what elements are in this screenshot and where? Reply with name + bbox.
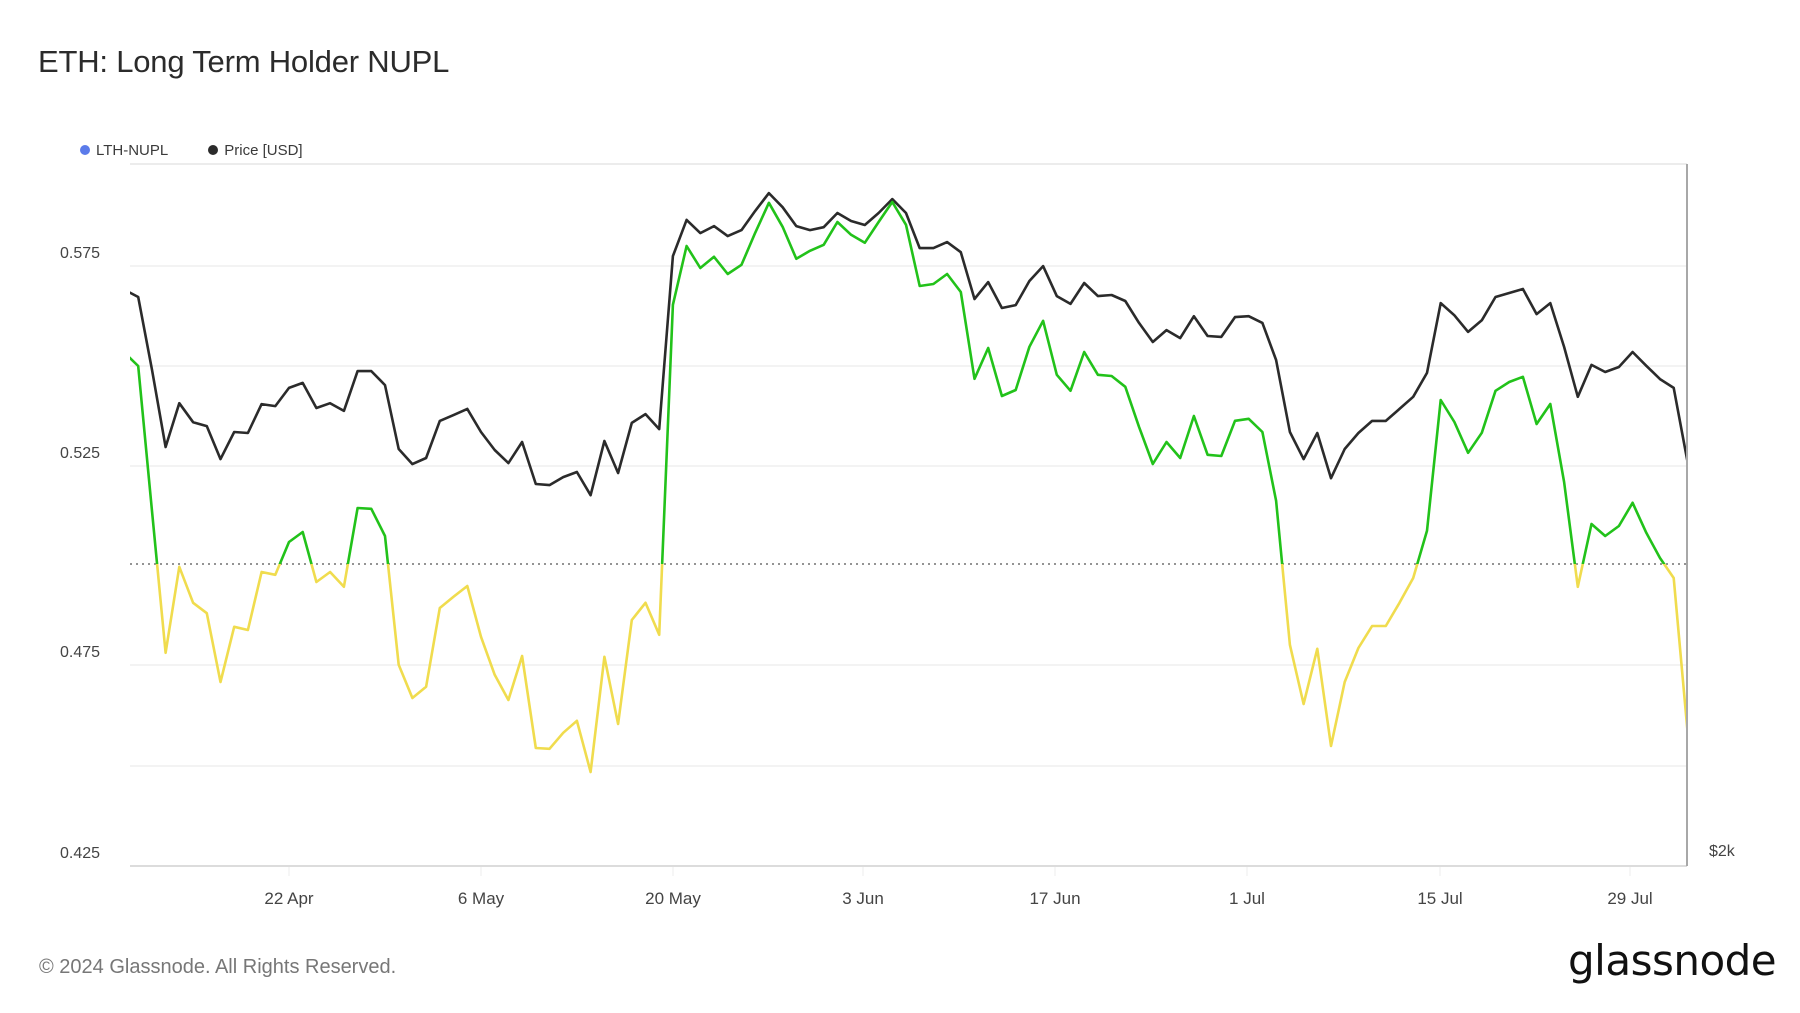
- x-axis-tick-label: 3 Jun: [842, 889, 884, 908]
- chart-legend: LTH-NUPL Price [USD]: [80, 140, 343, 160]
- legend-dot-icon: [80, 145, 90, 155]
- glassnode-logo: glassnode: [1568, 936, 1777, 985]
- x-axis-tick-label: 15 Jul: [1417, 889, 1463, 908]
- legend-label-price: Price [USD]: [224, 141, 303, 159]
- legend-item-price[interactable]: Price [USD]: [208, 141, 303, 159]
- y-axis-tick-label: 0.525: [60, 445, 101, 462]
- x-axis-tick-marks: [288, 866, 1631, 876]
- x-axis-tick-label: 29 Jul: [1607, 889, 1653, 908]
- y-axis-tick-label: 0.575: [60, 245, 101, 262]
- y-axis-right-tick-label: $2k: [1709, 843, 1735, 860]
- x-axis-tick-label: 1 Jul: [1229, 889, 1265, 908]
- x-axis-tick-label: 22 Apr: [264, 889, 314, 908]
- x-axis-tick-label: 6 May: [457, 889, 505, 908]
- chart-title: ETH: Long Term Holder NUPL: [38, 44, 450, 79]
- y-axis-tick-label: 0.425: [60, 845, 101, 862]
- legend-dot-icon: [208, 145, 219, 155]
- copyright-text: © 2024 Glassnode. All Rights Reserved.: [39, 956, 397, 978]
- legend-label-lth-nupl: LTH-NUPL: [96, 141, 169, 159]
- price-series-line: [130, 191, 1687, 497]
- lth-nupl-series-line-below: [155, 564, 1687, 774]
- y-axis-tick-label: 0.475: [60, 644, 101, 661]
- x-axis-tick-label: 17 Jun: [1029, 889, 1081, 908]
- x-axis-tick-label: 20 May: [645, 889, 701, 908]
- lth-nupl-series-line-above: [130, 200, 1666, 564]
- legend-item-lth-nupl[interactable]: LTH-NUPL: [80, 142, 168, 159]
- gridlines: [130, 265, 1687, 767]
